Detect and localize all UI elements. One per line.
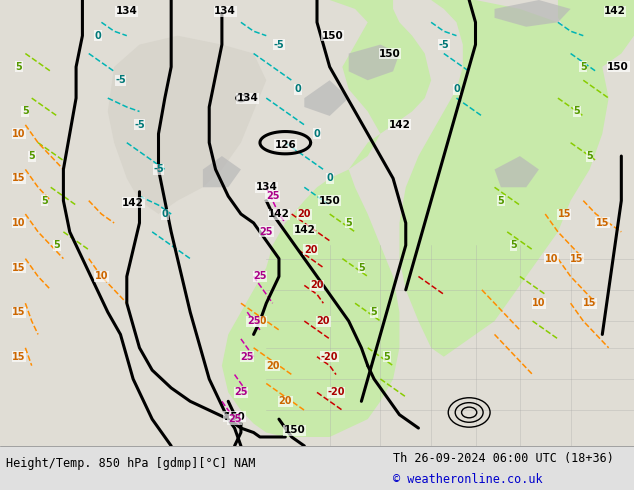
Text: 20: 20 <box>310 280 324 291</box>
Text: 5: 5 <box>371 307 377 317</box>
Text: 5: 5 <box>574 106 580 117</box>
Text: 0: 0 <box>327 173 333 183</box>
Text: -5: -5 <box>439 40 449 49</box>
Text: 150: 150 <box>379 49 401 58</box>
Text: 15: 15 <box>570 254 584 264</box>
Text: © weatheronline.co.uk: © weatheronline.co.uk <box>393 473 543 486</box>
Text: 15: 15 <box>557 209 571 219</box>
Text: 150: 150 <box>607 62 629 72</box>
Text: 10: 10 <box>12 218 26 228</box>
Text: 5: 5 <box>580 62 586 72</box>
Text: -20: -20 <box>321 352 339 362</box>
Polygon shape <box>178 0 431 437</box>
Text: 25: 25 <box>234 388 248 397</box>
Text: 25: 25 <box>247 316 261 326</box>
Text: 20: 20 <box>266 361 280 370</box>
Text: 142: 142 <box>604 6 626 16</box>
Text: 10: 10 <box>12 129 26 139</box>
Text: 25: 25 <box>253 271 267 281</box>
Text: 5: 5 <box>346 218 352 228</box>
Text: 15: 15 <box>583 298 597 308</box>
Text: 126: 126 <box>275 140 296 150</box>
Text: 150: 150 <box>322 31 344 41</box>
Text: 142: 142 <box>389 120 410 130</box>
Text: 25: 25 <box>228 414 242 424</box>
Polygon shape <box>495 0 571 27</box>
Text: 150: 150 <box>284 425 306 435</box>
Text: 134: 134 <box>256 182 277 192</box>
Text: 5: 5 <box>586 151 593 161</box>
Text: 134: 134 <box>214 6 236 16</box>
Polygon shape <box>108 36 266 214</box>
Text: 20: 20 <box>278 396 292 406</box>
Text: Th 26-09-2024 06:00 UTC (18+36): Th 26-09-2024 06:00 UTC (18+36) <box>393 452 614 465</box>
Text: -5: -5 <box>153 165 164 174</box>
Text: 25: 25 <box>240 352 254 362</box>
Text: 20: 20 <box>297 209 311 219</box>
Text: 142: 142 <box>122 198 144 208</box>
Text: 5: 5 <box>384 352 390 362</box>
Text: 10: 10 <box>545 254 559 264</box>
Text: 5: 5 <box>498 196 504 206</box>
Text: 5: 5 <box>510 240 517 250</box>
Text: 25: 25 <box>266 191 280 201</box>
Text: 0: 0 <box>95 31 101 41</box>
Text: 5: 5 <box>29 151 35 161</box>
Text: 15: 15 <box>12 173 26 183</box>
Polygon shape <box>495 156 539 187</box>
Text: 15: 15 <box>12 352 26 362</box>
Polygon shape <box>203 156 241 187</box>
Text: 15: 15 <box>12 263 26 272</box>
Text: 134: 134 <box>236 93 258 103</box>
Polygon shape <box>558 0 634 67</box>
Text: 142: 142 <box>268 209 290 219</box>
Text: 0: 0 <box>453 84 460 94</box>
Text: 5: 5 <box>358 263 365 272</box>
Text: 0: 0 <box>314 129 320 139</box>
Text: 142: 142 <box>294 224 315 235</box>
Text: 10: 10 <box>94 271 108 281</box>
Text: 5: 5 <box>54 240 60 250</box>
Text: 10: 10 <box>532 298 546 308</box>
Text: 0: 0 <box>162 209 168 219</box>
Text: 5: 5 <box>16 62 22 72</box>
Polygon shape <box>399 0 609 357</box>
Text: -5: -5 <box>115 75 126 85</box>
Polygon shape <box>349 45 399 80</box>
Text: 134: 134 <box>116 6 138 16</box>
Text: 5: 5 <box>22 106 29 117</box>
Text: -5: -5 <box>274 40 284 49</box>
Polygon shape <box>0 0 634 446</box>
Text: 0: 0 <box>295 84 301 94</box>
Text: 15: 15 <box>595 218 609 228</box>
Text: -20: -20 <box>327 388 345 397</box>
Text: -5: -5 <box>134 120 145 130</box>
Polygon shape <box>304 80 349 116</box>
Text: 5: 5 <box>41 196 48 206</box>
Text: 20: 20 <box>304 245 318 255</box>
Text: 20: 20 <box>316 316 330 326</box>
Text: Height/Temp. 850 hPa [gdmp][°C] NAM: Height/Temp. 850 hPa [gdmp][°C] NAM <box>6 457 256 469</box>
Text: 15: 15 <box>12 307 26 317</box>
Text: 150: 150 <box>224 412 245 422</box>
Text: 25: 25 <box>259 227 273 237</box>
Text: 150: 150 <box>319 196 340 206</box>
Text: 20: 20 <box>253 316 267 326</box>
